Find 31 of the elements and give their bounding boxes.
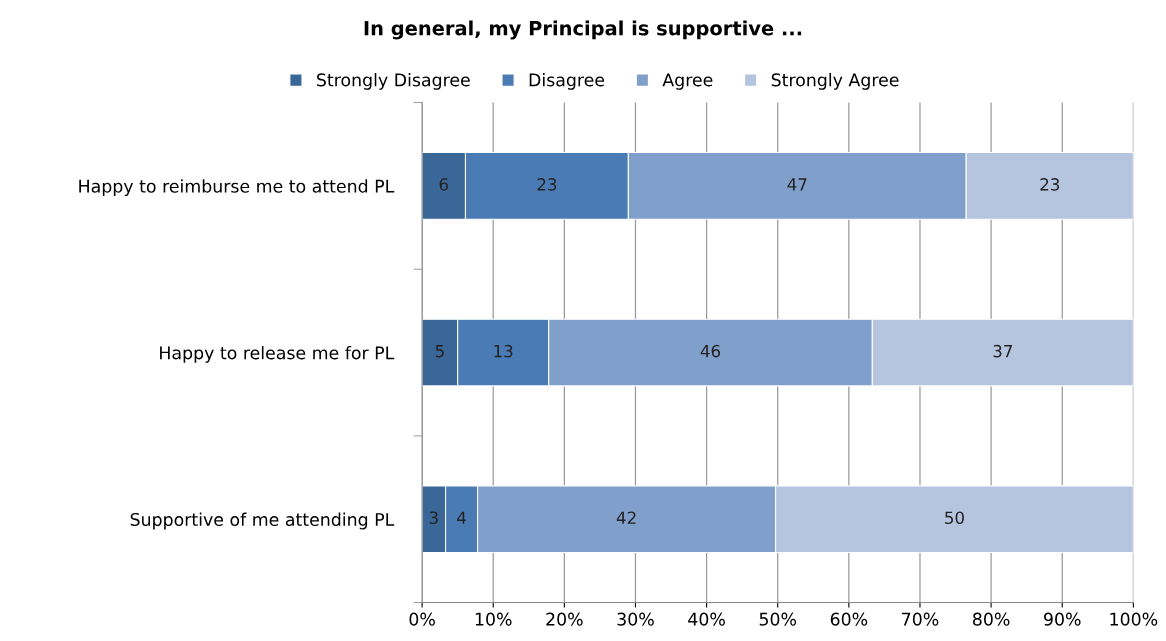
x-tick-label: 40% xyxy=(688,612,725,626)
y-tick-label: Supportive of me attending PL xyxy=(130,512,395,530)
data-label: 37 xyxy=(993,344,1013,358)
legend-label: Agree xyxy=(662,73,713,90)
legend-label: Disagree xyxy=(529,73,605,90)
x-tick-label: 60% xyxy=(830,612,868,626)
x-tick-label: 0% xyxy=(409,612,435,626)
x-tick-label: 50% xyxy=(759,612,797,626)
x-tick-label: 20% xyxy=(546,612,583,626)
legend-label: Strongly Disagree xyxy=(317,73,470,90)
data-label: 23 xyxy=(537,178,557,191)
data-label: 46 xyxy=(700,344,721,358)
y-tick-label: Happy to release me for PL xyxy=(160,345,395,363)
data-label: 23 xyxy=(1040,178,1060,191)
x-tick-label: 10% xyxy=(475,612,512,626)
x-tick-label: 70% xyxy=(902,612,939,626)
data-label: 47 xyxy=(787,178,807,191)
x-tick-label: 80% xyxy=(972,612,1010,626)
data-label: 4 xyxy=(457,511,466,524)
y-tick-label: Happy to reimburse me to attend PL xyxy=(79,179,395,197)
x-tick-label: 90% xyxy=(1044,612,1081,626)
data-label: 3 xyxy=(429,511,438,525)
x-tick-label: 100% xyxy=(1110,612,1158,626)
data-label: 50 xyxy=(945,511,964,525)
x-tick-label: 30% xyxy=(617,612,654,626)
data-label: 5 xyxy=(435,345,444,358)
data-label: 6 xyxy=(439,178,449,191)
chart-title: In general, my Principal is supportive ... xyxy=(364,20,802,40)
data-label: 13 xyxy=(494,344,513,358)
legend-label: Strongly Agree xyxy=(771,73,899,90)
data-label: 42 xyxy=(616,511,636,524)
